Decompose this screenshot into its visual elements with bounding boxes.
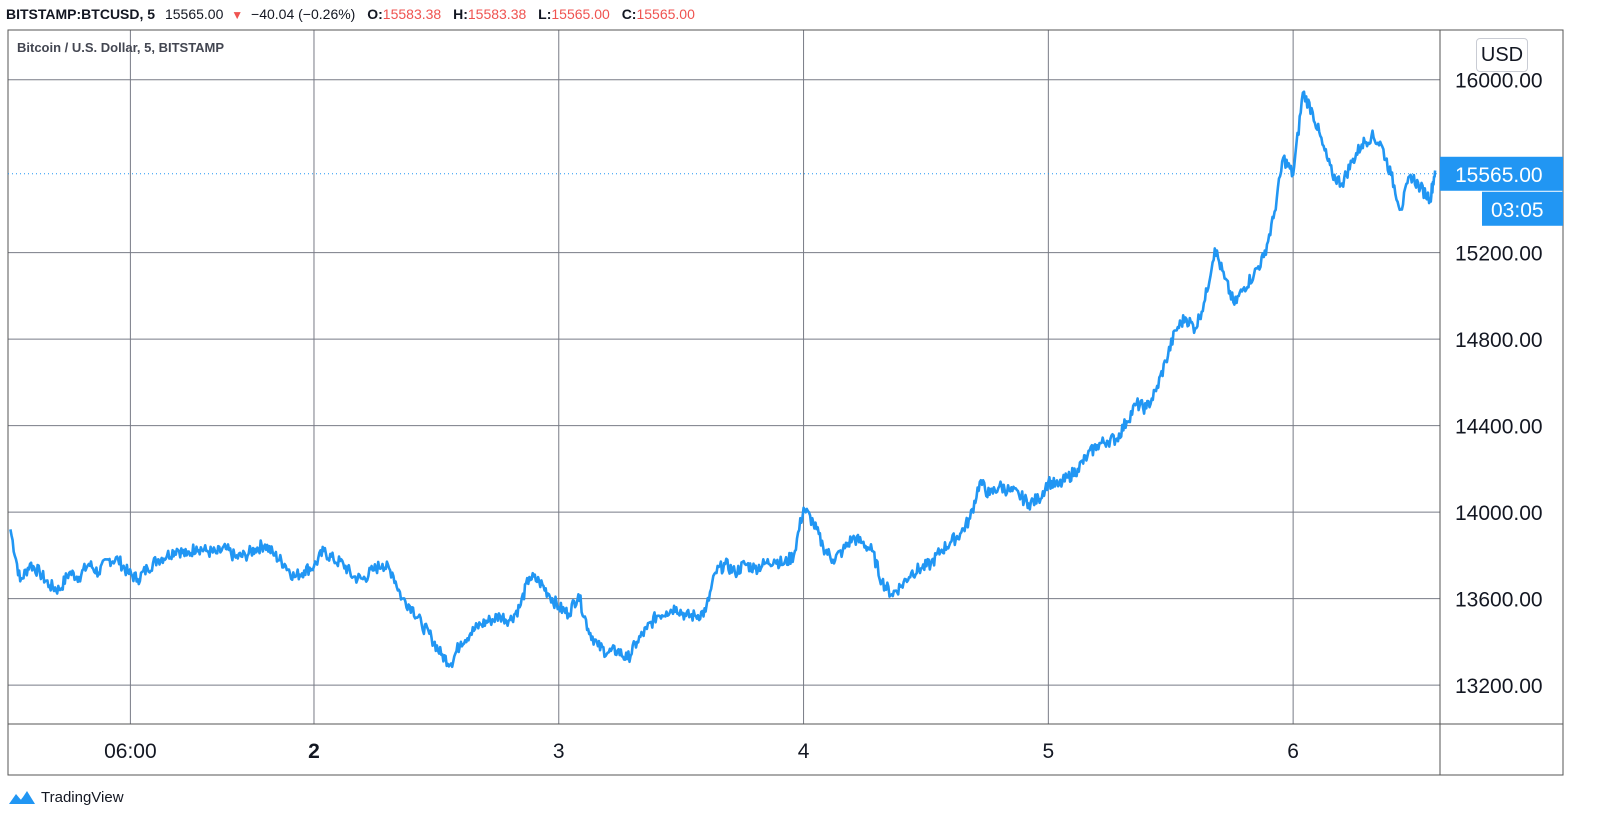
last-price: 15565.00 [164,6,224,22]
open-label: O: [367,6,383,22]
last-price-tag-label: 15565.00 [1455,164,1543,187]
btc-price-line [9,90,1437,669]
low-label: L: [538,6,552,22]
chart-grid [8,30,1440,724]
x-tick-label: 5 [1042,740,1054,763]
symbol-name[interactable]: BITSTAMP:BTCUSD, 5 [6,6,156,22]
y-tick-label: 14800.00 [1455,329,1543,352]
open-value: 15583.38 [382,6,442,22]
chart-legend-title[interactable]: Bitcoin / U.S. Dollar, 5, BITSTAMP [17,40,225,55]
price-tag: 15565.00 03:05 [1440,156,1563,226]
x-tick-label: 3 [553,740,565,763]
x-tick-label: 4 [798,740,810,763]
y-tick-label: 14400.00 [1455,416,1543,439]
chart-axes [7,29,1564,776]
currency-button[interactable]: USD [1476,38,1528,72]
y-tick-label: 16000.00 [1455,70,1543,93]
plot-area [8,90,1440,669]
high-value: 15583.38 [467,6,527,22]
close-value: 15565.00 [636,6,695,22]
x-tick-label: 2 [308,740,320,763]
last-price-tag [1440,156,1563,191]
symbol-header: BITSTAMP:BTCUSD, 5 15565.00 ▼ −40.04 (−0… [6,4,695,24]
y-tick-label: 13600.00 [1455,589,1543,612]
y-tick-label: 15200.00 [1455,243,1543,266]
y-tick-label: 13200.00 [1455,675,1543,698]
close-label: C: [621,6,637,22]
x-tick-label: 06:00 [104,740,157,763]
axis-ticks: 13200.00 13600.00 14000.00 14400.00 14800.00… [104,70,1542,763]
high-label: H: [453,6,468,22]
branding-name: TradingView [41,788,124,806]
tradingview-logo[interactable]: TradingView [7,786,124,808]
countdown-label: 03:05 [1491,199,1544,222]
countdown-tag [1482,191,1563,226]
tradingview-cloud-icon [9,791,35,804]
y-tick-label: 14000.00 [1455,502,1543,525]
down-arrow-icon: ▼ [231,8,244,22]
x-tick-label: 6 [1287,740,1299,763]
low-value: 15565.00 [551,6,610,22]
chart-frame [7,29,1564,776]
price-change: −40.04 (−0.26%) [251,6,356,22]
